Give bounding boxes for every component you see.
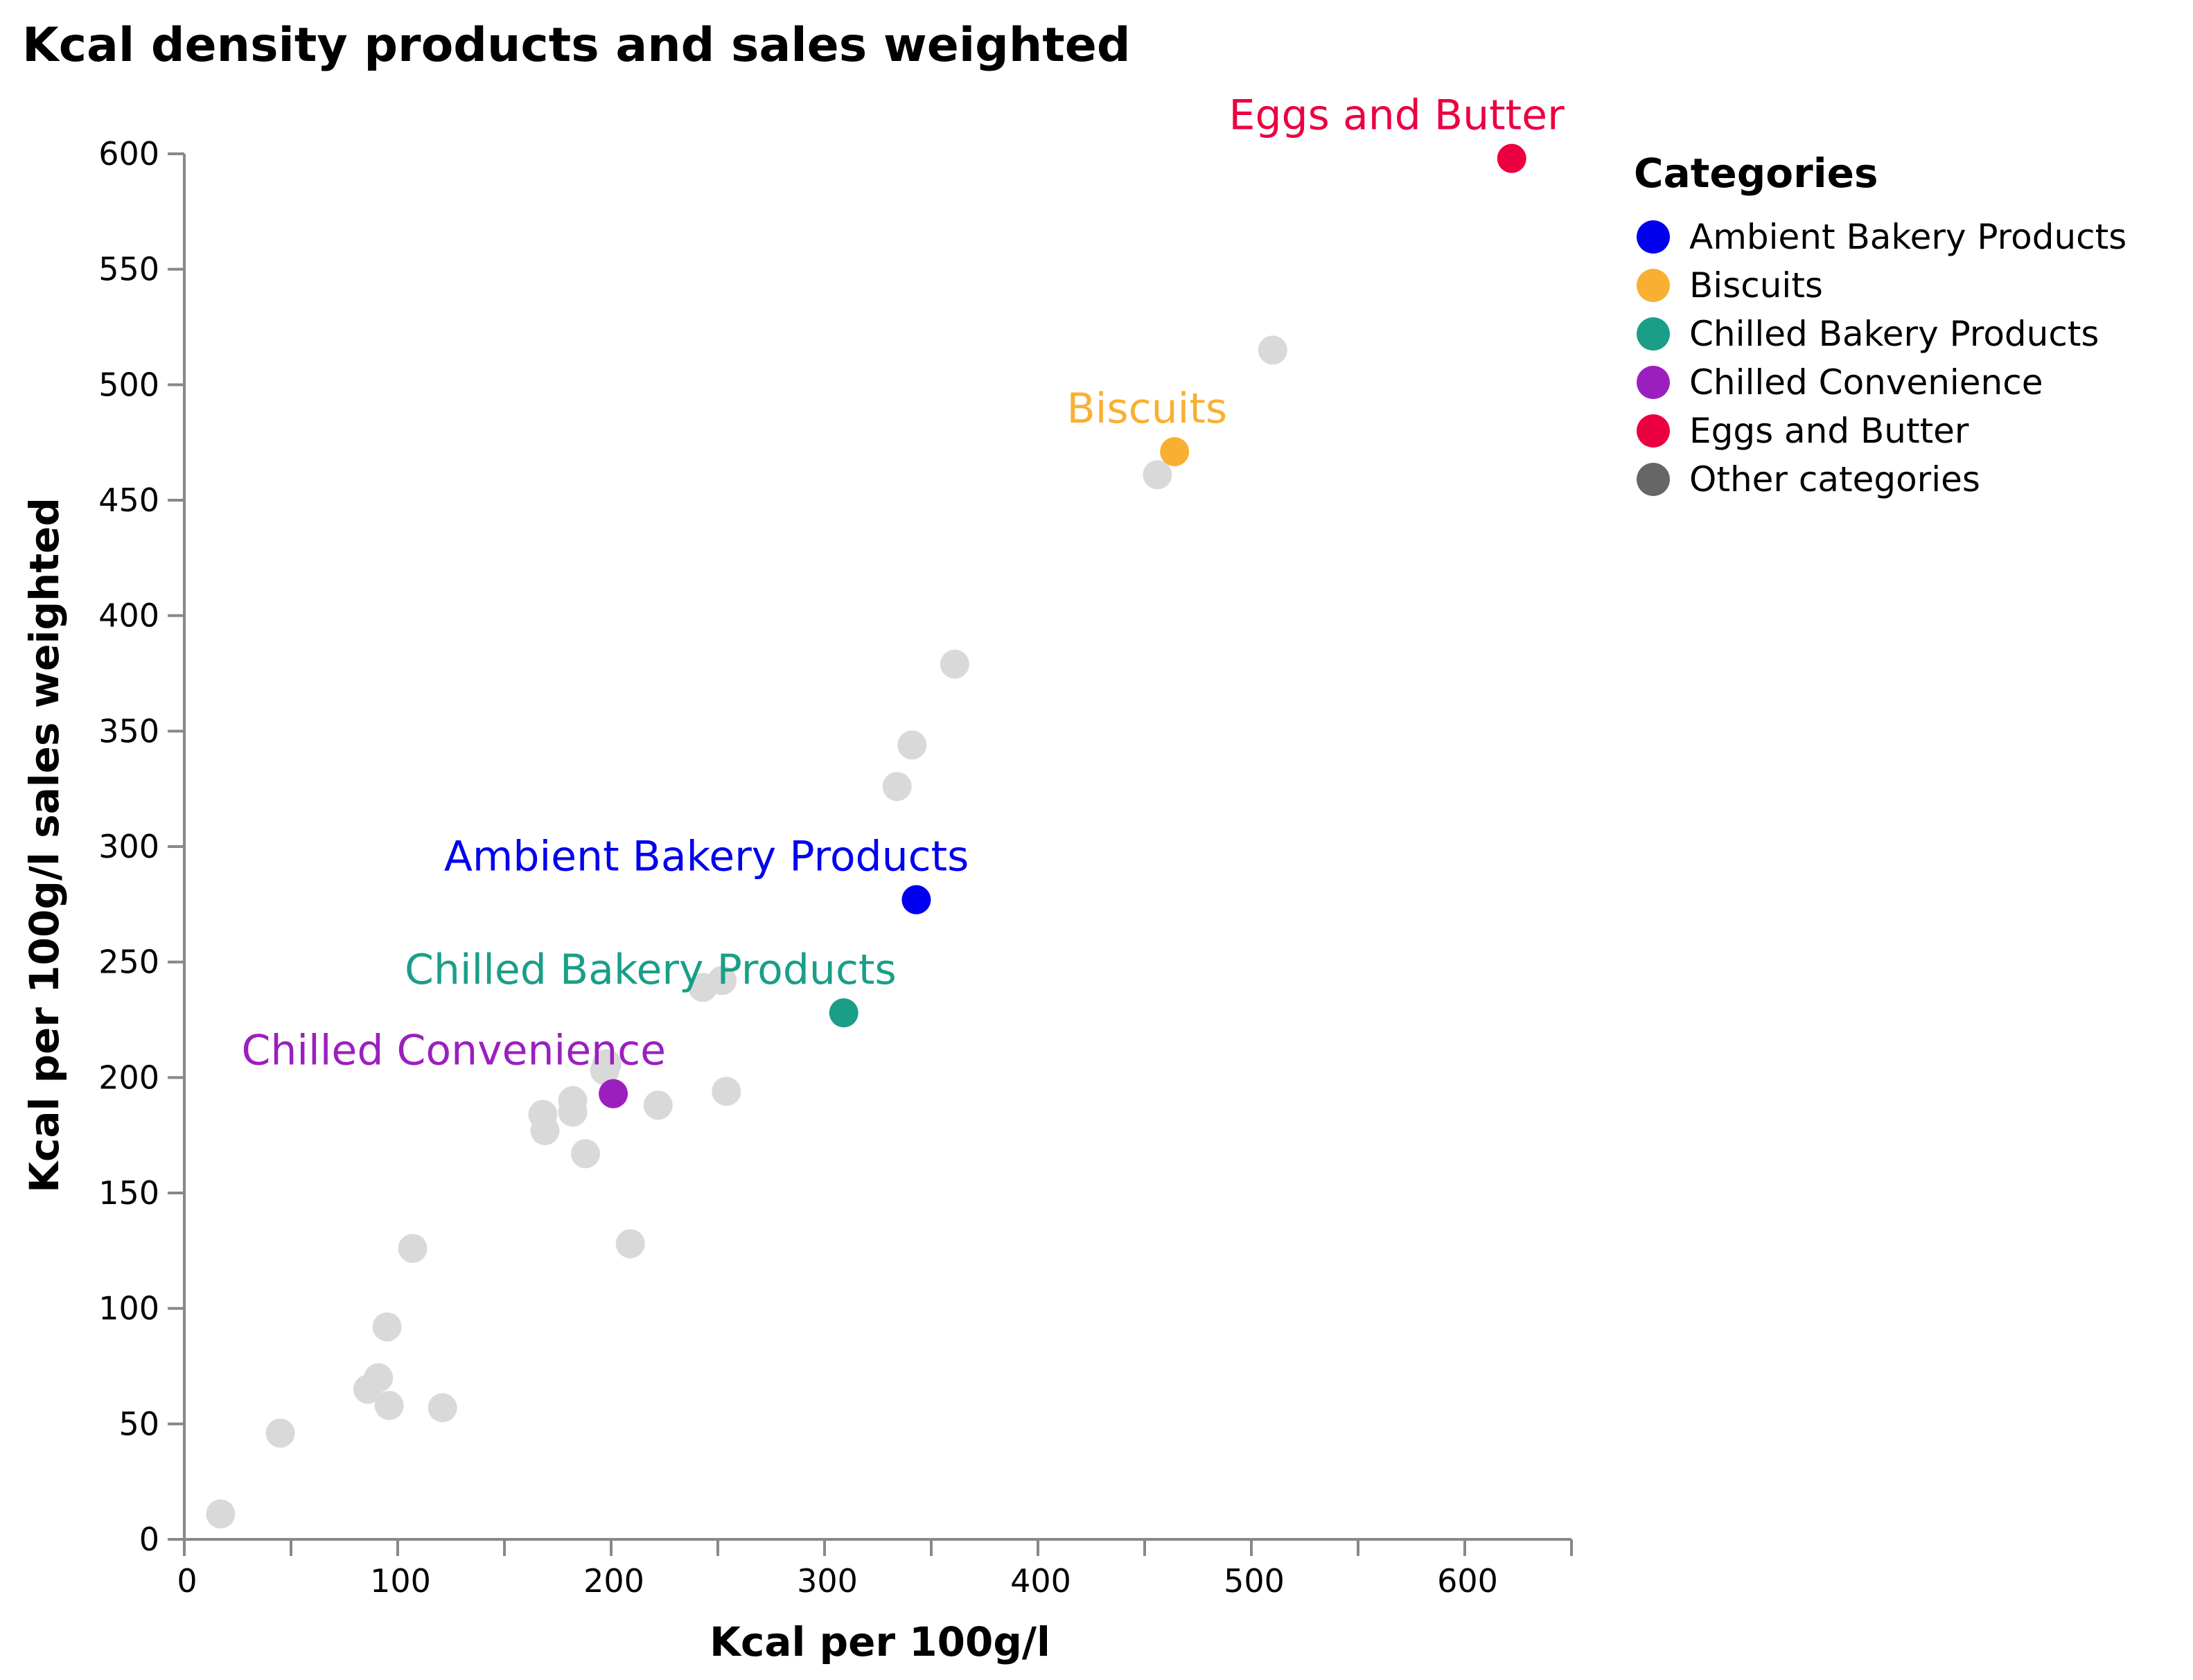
- legend-label: Eggs and Butter: [1689, 411, 1969, 451]
- data-point: [829, 998, 858, 1027]
- y-tick-label: 300: [98, 828, 159, 865]
- x-tick-label: 400: [1010, 1562, 1071, 1600]
- data-point: [428, 1393, 457, 1422]
- chart-title: Kcal density products and sales weighted: [22, 18, 1131, 73]
- y-tick-label: 400: [98, 597, 159, 635]
- data-point: [592, 1049, 622, 1079]
- data-point: [882, 772, 912, 802]
- legend-marker: [1637, 269, 1670, 302]
- point-label: Ambient Bakery Products: [444, 833, 969, 881]
- data-point: [712, 1077, 741, 1106]
- data-point: [940, 649, 969, 679]
- legend-marker: [1637, 317, 1670, 351]
- x-axis: 0 100 200 300 400 500 600: [177, 1538, 1573, 1600]
- data-point: [1160, 437, 1190, 466]
- x-tick-label: 0: [177, 1562, 197, 1600]
- legend-label: Biscuits: [1689, 265, 1823, 306]
- y-tick-label: 550: [98, 251, 159, 288]
- x-tick-label: 300: [797, 1562, 858, 1600]
- y-tick-label: 450: [98, 481, 159, 519]
- data-point: [897, 730, 927, 760]
- y-axis-title: Kcal per 100g/l sales weighted: [21, 497, 68, 1193]
- point-label: Eggs and Butter: [1229, 91, 1565, 140]
- y-tick-label: 250: [98, 944, 159, 981]
- y-tick-label: 200: [98, 1059, 159, 1096]
- point-label: Biscuits: [1067, 384, 1228, 433]
- data-point: [1143, 460, 1172, 490]
- data-point: [265, 1418, 295, 1448]
- x-axis-title: Kcal per 100g/l: [710, 1618, 1050, 1665]
- y-tick-label: 0: [139, 1521, 159, 1558]
- x-tick-label: 600: [1437, 1562, 1498, 1600]
- legend-label: Ambient Bakery Products: [1689, 217, 2126, 257]
- legend-marker: [1637, 366, 1670, 399]
- y-tick-label: 500: [98, 366, 159, 403]
- y-tick-label: 350: [98, 712, 159, 750]
- legend-label: Other categories: [1689, 459, 1980, 499]
- data-point: [364, 1363, 394, 1392]
- data-point: [558, 1097, 588, 1127]
- data-point: [374, 1390, 404, 1420]
- legend-label: Chilled Convenience: [1689, 362, 2043, 403]
- y-axis: 0 50 100 150 200 250 300 350 400 450 500 550 600: [98, 135, 186, 1558]
- point-label: Chilled Bakery Products: [405, 946, 897, 994]
- data-point: [372, 1312, 402, 1342]
- data-point: [615, 1229, 645, 1259]
- data-point: [398, 1234, 428, 1263]
- x-tick-label: 100: [370, 1562, 431, 1600]
- legend: Categories Ambient Bakery Products Biscui…: [1634, 150, 2126, 499]
- legend-title: Categories: [1634, 150, 1878, 197]
- legend-marker: [1637, 220, 1670, 254]
- legend-marker: [1637, 463, 1670, 496]
- data-point: [643, 1090, 673, 1120]
- x-tick-label: 500: [1224, 1562, 1285, 1600]
- y-tick-label: 50: [118, 1405, 159, 1442]
- data-point: [707, 966, 737, 996]
- legend-label: Chilled Bakery Products: [1689, 314, 2099, 354]
- x-tick-label: 200: [583, 1562, 644, 1600]
- data-point: [1497, 143, 1526, 173]
- legend-marker: [1637, 414, 1670, 448]
- y-tick-label: 150: [98, 1174, 159, 1212]
- data-point: [1258, 335, 1287, 365]
- point-label: Chilled Convenience: [241, 1027, 666, 1075]
- data-point: [599, 1079, 628, 1108]
- data-point: [530, 1116, 560, 1145]
- y-tick-label: 600: [98, 135, 159, 173]
- plot-area: Ambient Bakery Products Biscuits Chilled B…: [206, 91, 1565, 1529]
- data-point: [901, 885, 931, 914]
- y-tick-label: 100: [98, 1290, 159, 1327]
- data-point: [571, 1139, 601, 1169]
- data-point: [206, 1499, 236, 1529]
